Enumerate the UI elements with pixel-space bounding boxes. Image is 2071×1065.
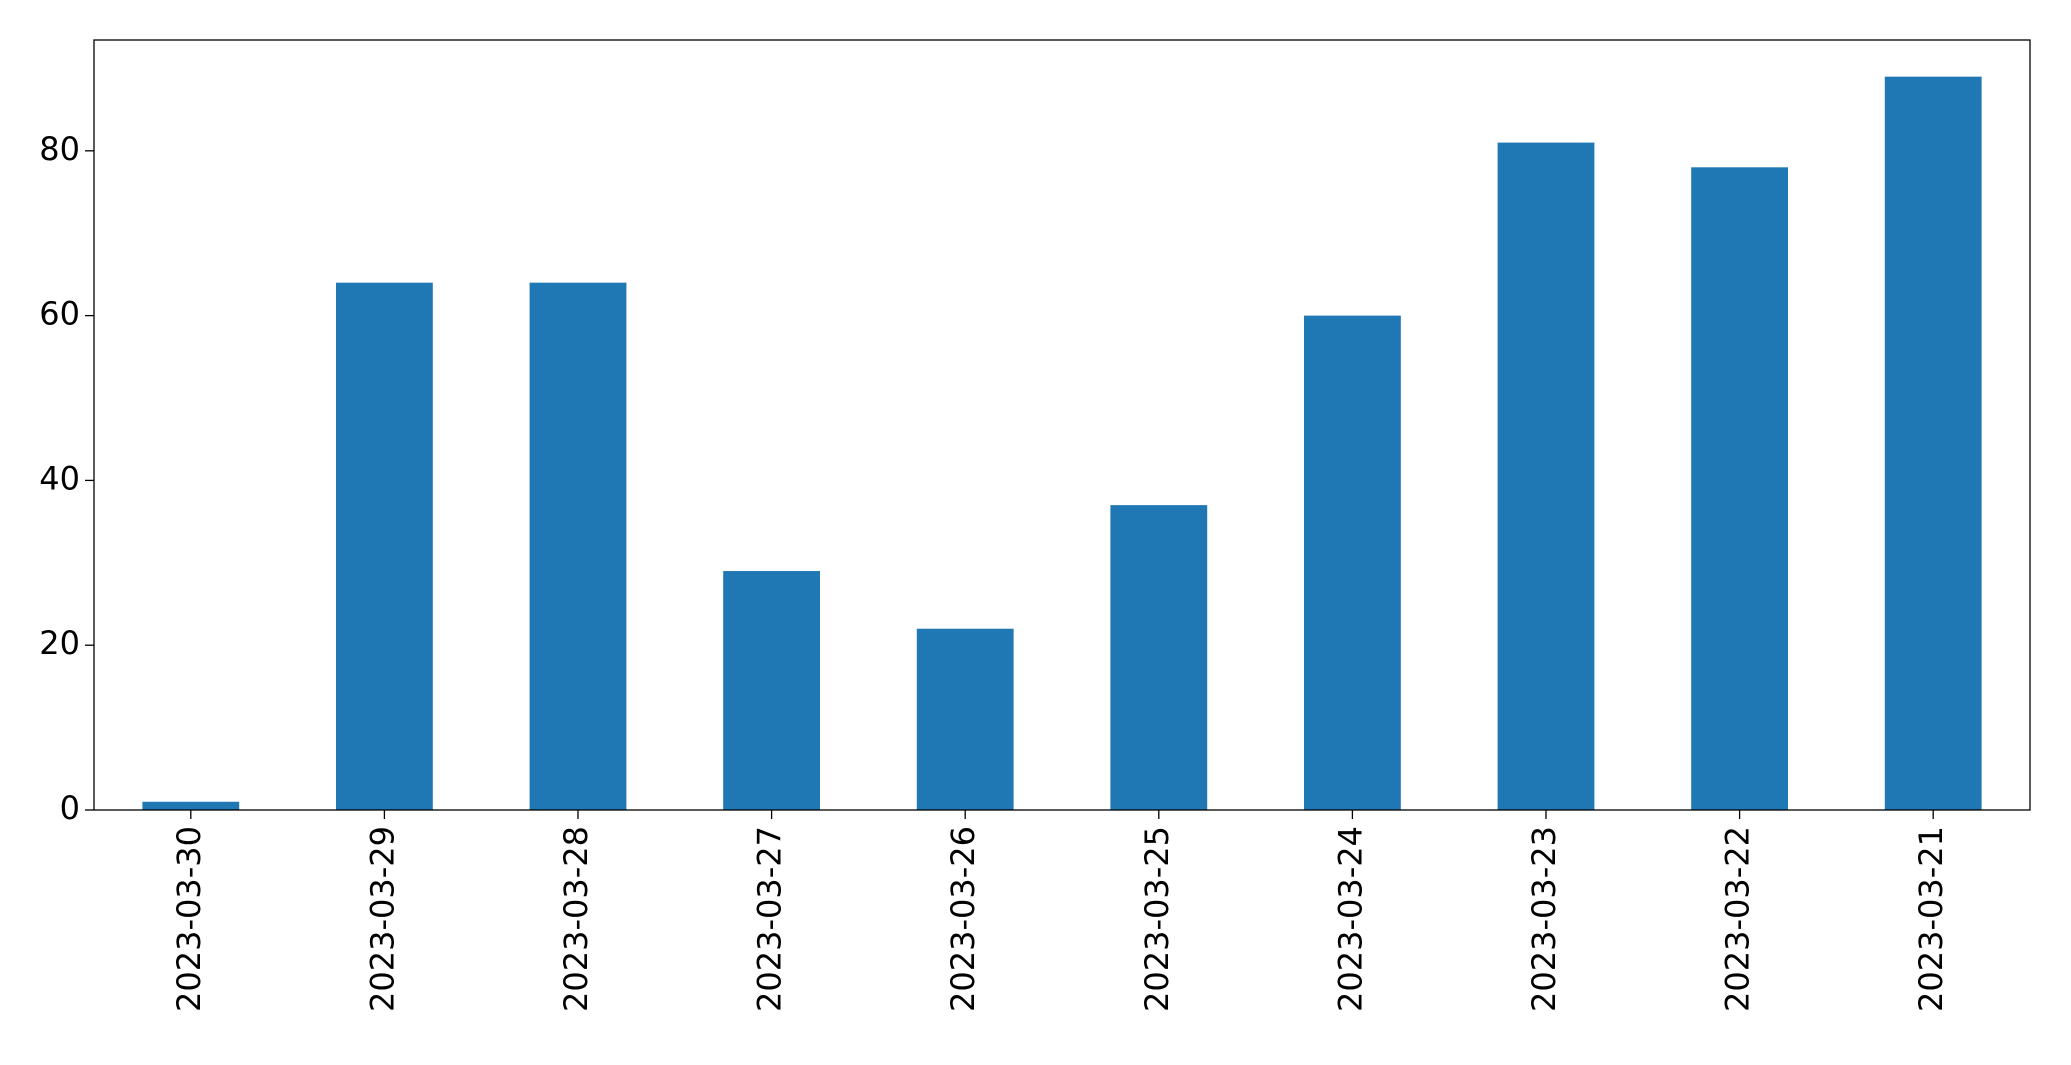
y-tick-label: 40 (39, 459, 80, 497)
y-tick-label: 60 (39, 295, 80, 333)
x-tick-label: 2023-03-30 (170, 826, 208, 1012)
x-tick-label: 2023-03-24 (1331, 826, 1369, 1012)
x-tick-label: 2023-03-27 (751, 826, 789, 1012)
bar (916, 628, 1014, 810)
bar (723, 571, 820, 810)
x-tick-label: 2023-03-29 (363, 826, 401, 1012)
plot-frame (93, 39, 2031, 811)
y-tick-label: 20 (39, 624, 80, 662)
x-tick-label: 2023-03-21 (1912, 826, 1950, 1012)
bar (1884, 76, 1982, 810)
bar (336, 282, 433, 810)
y-tick-label: 0 (60, 789, 80, 827)
x-tick-label: 2023-03-25 (1138, 826, 1176, 1012)
y-tick-label: 80 (39, 130, 80, 168)
bar (1497, 142, 1595, 810)
x-tick-label: 2023-03-28 (557, 826, 595, 1012)
bar (1304, 315, 1401, 810)
x-tick-label: 2023-03-26 (944, 826, 982, 1012)
bar (529, 282, 627, 810)
bar (1691, 167, 1788, 811)
x-tick-label: 2023-03-23 (1525, 826, 1563, 1012)
x-tick-label: 2023-03-22 (1719, 826, 1757, 1012)
bar (1110, 505, 1208, 810)
bar (142, 801, 240, 810)
